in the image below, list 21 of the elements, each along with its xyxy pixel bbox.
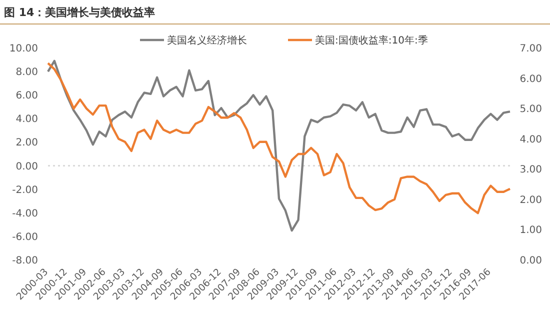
y2-tick-label: 0.00 <box>520 256 542 266</box>
y-tick-label: 8.00 <box>16 67 38 78</box>
y2-tick-label: 1.00 <box>520 225 542 236</box>
chart-title: 图 14：美国增长与美债收益率 <box>4 6 156 19</box>
y2-tick-label: 4.00 <box>520 134 542 146</box>
y-tick-label: -6.00 <box>12 232 38 243</box>
y-tick-label: -8.00 <box>12 256 38 266</box>
y-tick-label: 10.00 <box>9 44 38 54</box>
y-tick-label: -2.00 <box>12 184 38 196</box>
y2-tick-label: 3.00 <box>520 164 542 176</box>
y2-tick-label: 6.00 <box>520 74 542 85</box>
y-tick-label: 6.00 <box>16 90 38 102</box>
legend-label: 美国:国债收益率:10年:季 <box>315 34 428 46</box>
y-tick-label: 4.00 <box>16 114 38 126</box>
y-tick-label: -4.00 <box>12 208 38 220</box>
legend-label: 美国名义经济增长 <box>167 34 247 46</box>
y-tick-label: 2.00 <box>16 138 38 149</box>
y2-tick-label: 5.00 <box>520 104 542 116</box>
y2-tick-label: 7.00 <box>520 44 542 54</box>
y2-tick-label: 2.00 <box>520 194 542 206</box>
y-tick-label: 0.00 <box>16 161 38 172</box>
